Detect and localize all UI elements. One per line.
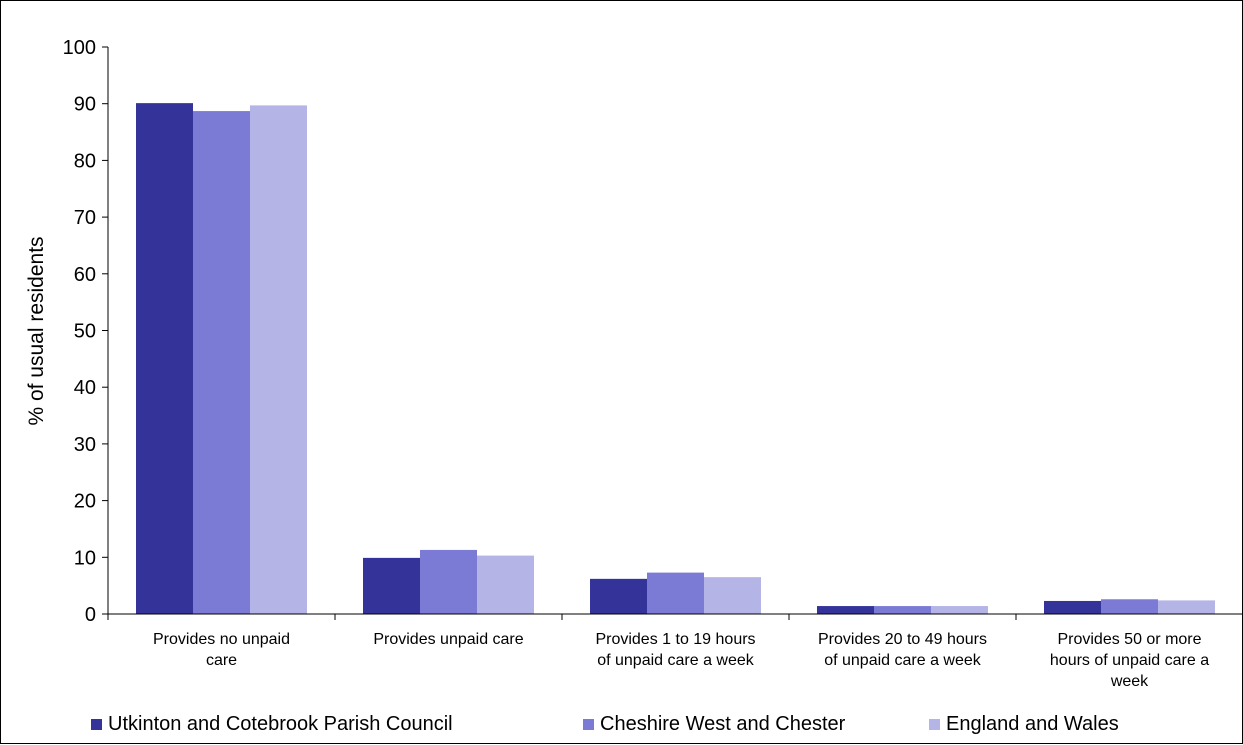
x-category-label: Provides 1 to 19 hours xyxy=(595,631,755,648)
legend-swatch xyxy=(929,719,940,730)
bar xyxy=(817,606,874,614)
legend-item: Cheshire West and Chester xyxy=(583,713,845,736)
legend-label: Utkinton and Cotebrook Parish Council xyxy=(108,713,453,735)
x-category-label: Provides no unpaid xyxy=(153,631,290,648)
x-category-label: of unpaid care a week xyxy=(824,652,982,669)
bar xyxy=(1101,599,1158,614)
bar xyxy=(931,606,988,614)
y-axis-ticks: 0 10 20 30 40 50 60 70 80 90 100 xyxy=(63,37,108,626)
bar xyxy=(1158,600,1215,614)
bars xyxy=(136,103,1215,615)
legend-item: Utkinton and Cotebrook Parish Council xyxy=(91,713,453,736)
bar xyxy=(874,606,931,614)
legend-swatch xyxy=(91,719,102,730)
y-tick-label: 20 xyxy=(74,491,96,513)
legend-swatch xyxy=(583,719,594,730)
bar xyxy=(250,105,307,614)
x-category-label: Provides unpaid care xyxy=(373,631,523,648)
y-tick-label: 50 xyxy=(74,321,96,343)
legend-item: England and Wales xyxy=(929,713,1119,736)
bar xyxy=(704,577,761,614)
y-axis-title: % of usual residents xyxy=(25,236,48,425)
legend: Utkinton and Cotebrook Parish Council Che… xyxy=(89,709,1229,737)
x-category-label: of unpaid care a week xyxy=(597,652,755,669)
x-category-label: care xyxy=(206,652,237,669)
x-category-label: week xyxy=(1110,673,1149,690)
bar xyxy=(363,557,420,614)
y-tick-label: 10 xyxy=(74,547,96,569)
bar xyxy=(647,572,704,614)
legend-label: Cheshire West and Chester xyxy=(600,713,846,735)
y-tick-label: 60 xyxy=(74,264,96,286)
x-category-label: Provides 50 or more xyxy=(1057,631,1201,648)
y-tick-label: 80 xyxy=(74,150,96,172)
bar xyxy=(136,103,193,615)
y-tick-label: 0 xyxy=(85,604,96,626)
y-tick-label: 70 xyxy=(74,207,96,229)
y-tick-label: 90 xyxy=(74,94,96,116)
bar xyxy=(193,111,250,615)
x-category-label: Provides 20 to 49 hours xyxy=(818,631,987,648)
x-category-label: hours of unpaid care a xyxy=(1050,652,1209,669)
x-axis-labels: Provides no unpaid care Provides unpaid ca… xyxy=(107,614,1243,690)
y-tick-label: 100 xyxy=(63,37,96,59)
bar xyxy=(477,555,534,614)
y-tick-label: 30 xyxy=(74,434,96,456)
bar xyxy=(590,578,647,614)
bar xyxy=(420,549,477,614)
legend-label: England and Wales xyxy=(946,713,1119,735)
y-tick-label: 40 xyxy=(74,377,96,399)
bar xyxy=(1044,600,1101,614)
